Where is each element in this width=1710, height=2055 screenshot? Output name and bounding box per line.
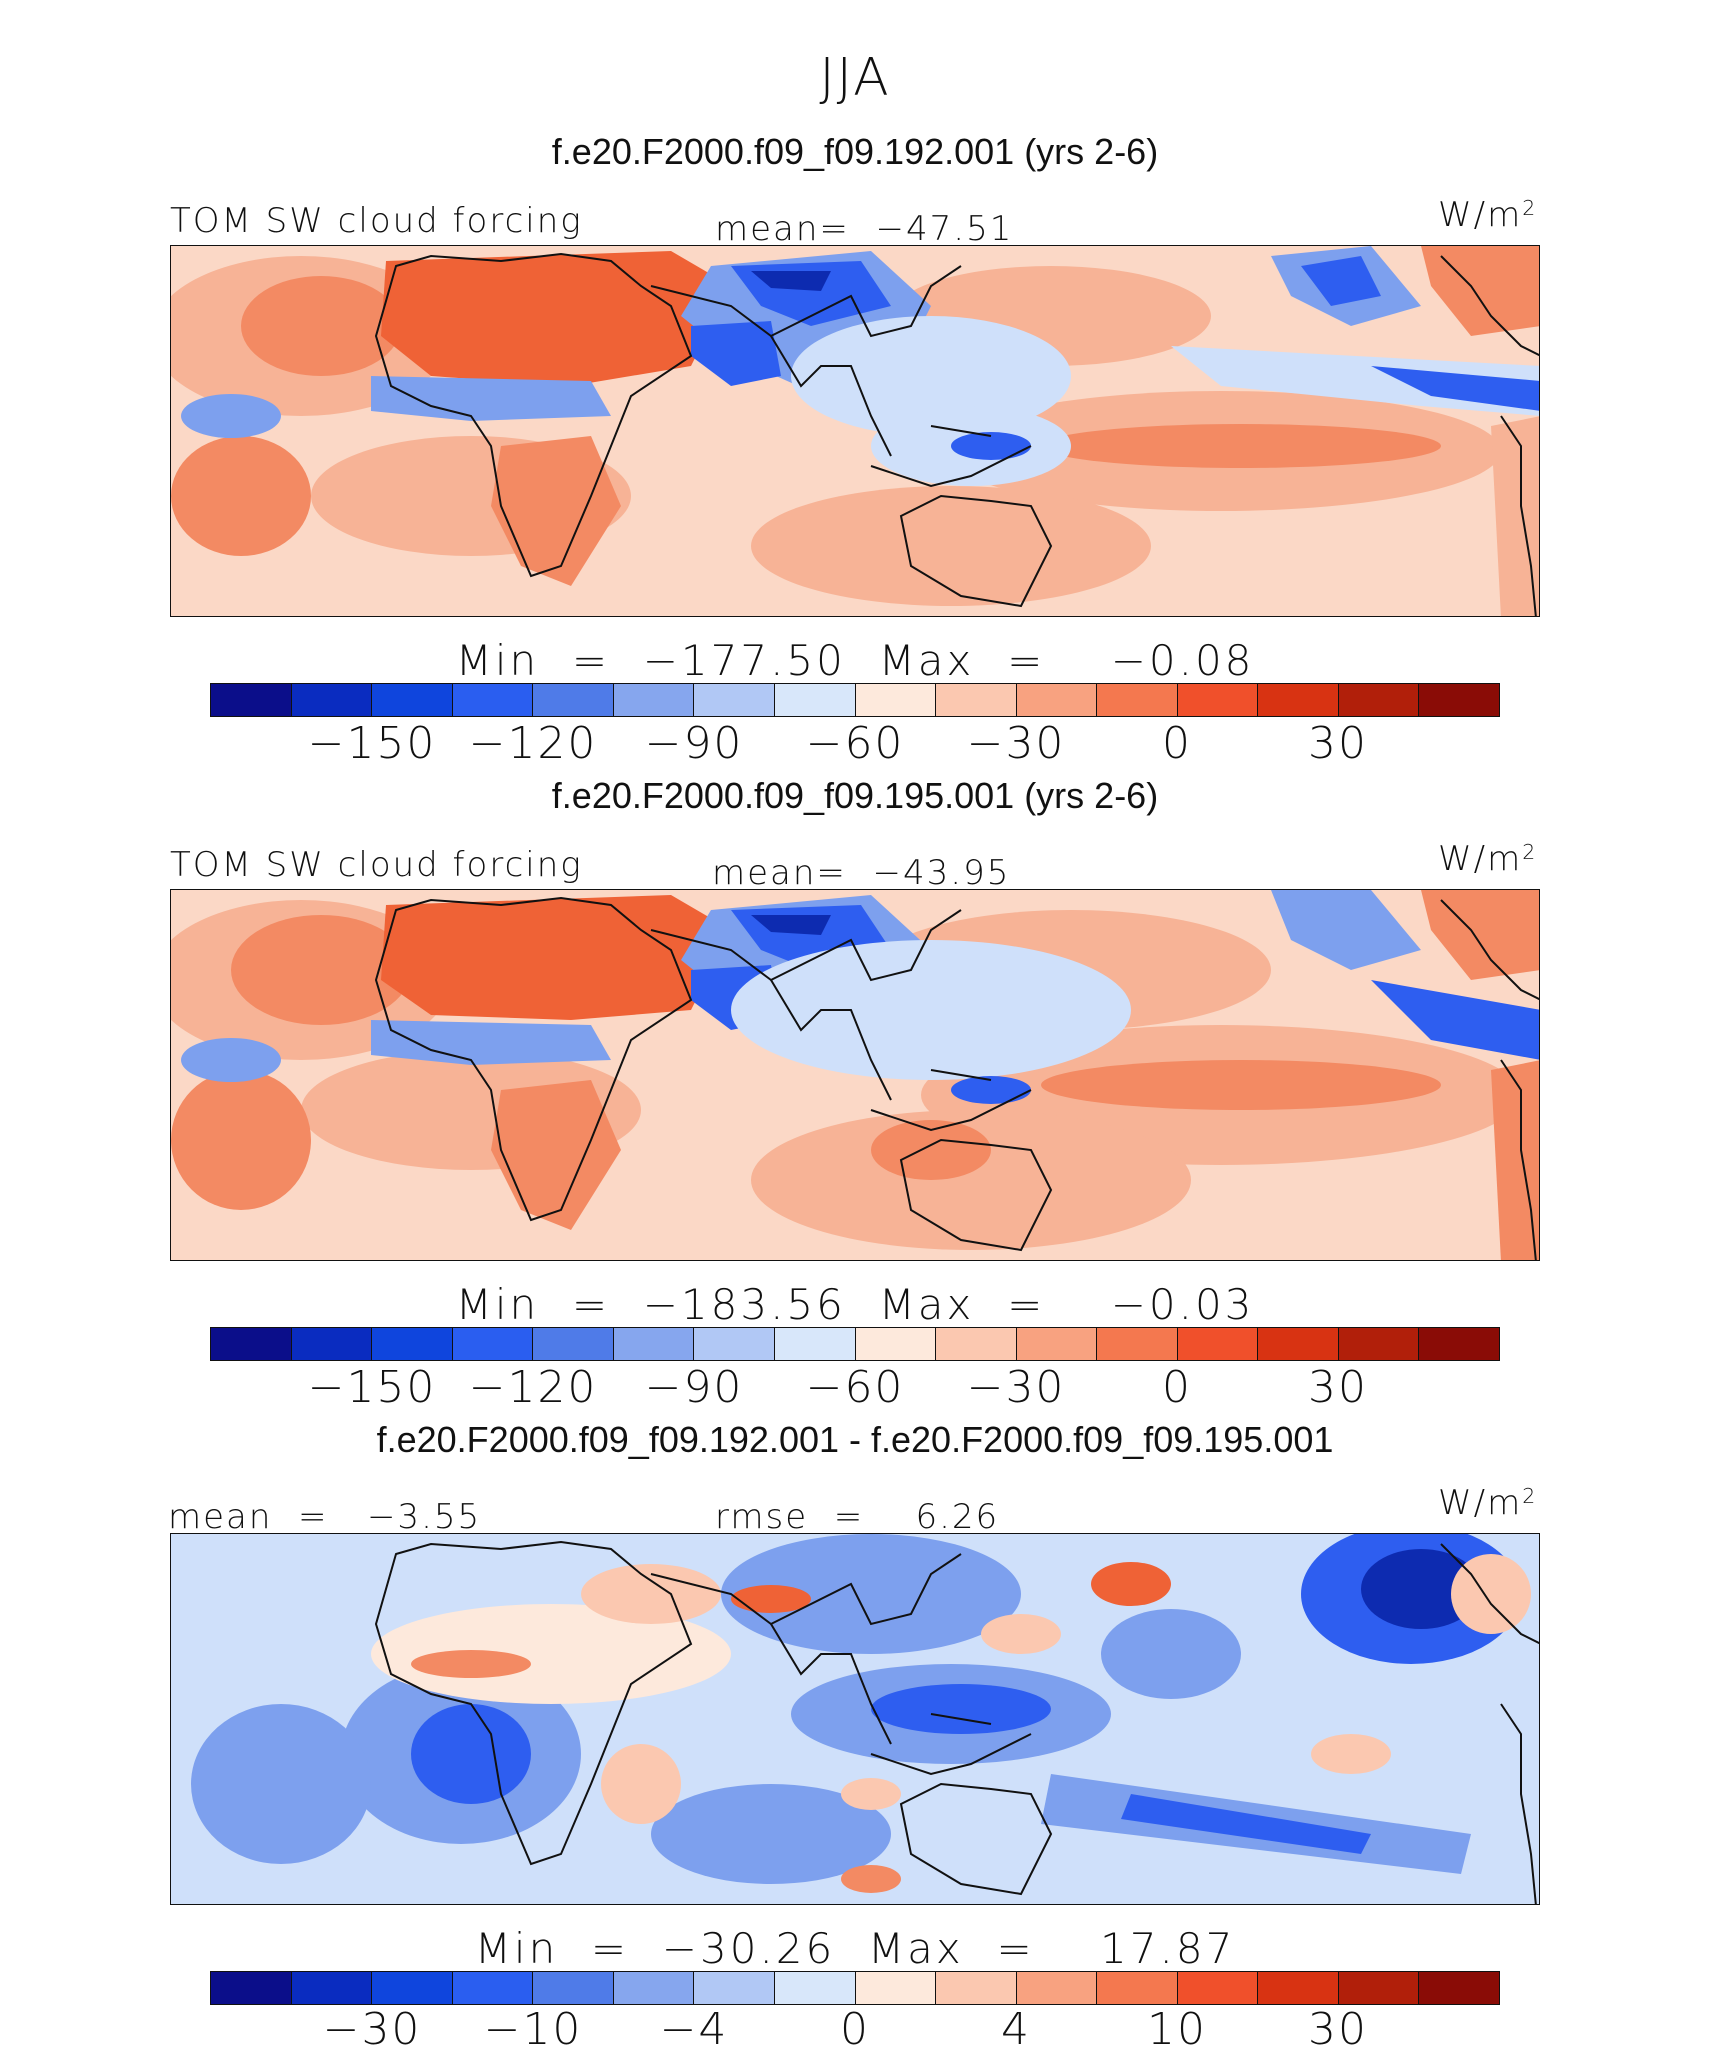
colorbar-bin <box>452 684 534 716</box>
panel2-mean-label: mean= −43.95 <box>712 853 1011 893</box>
colorbar-bin <box>1419 684 1499 716</box>
colorbar-bin <box>372 1972 453 2004</box>
panel2-tick: −90 <box>644 1362 744 1413</box>
panel1-tick: −90 <box>644 718 744 769</box>
colorbar-bin <box>1338 1972 1420 2004</box>
colorbar-bin <box>774 1972 856 2004</box>
panel3-tick: 4 <box>1001 2004 1031 2055</box>
panel1-tick: −60 <box>805 718 905 769</box>
colorbar-bin <box>1097 1328 1178 1360</box>
colorbar-bin <box>855 1972 937 2004</box>
colorbar-bin <box>613 1972 695 2004</box>
panel3-colorbar <box>210 1971 1500 2005</box>
colorbar-bin <box>1177 1972 1259 2004</box>
colorbar-bin <box>211 1328 292 1360</box>
panel1-variable-label: TOM SW cloud forcing <box>170 201 583 241</box>
colorbar-bin <box>613 1328 695 1360</box>
panel3-mean-label: mean = −3.55 <box>168 1497 482 1537</box>
panel2-tick: −30 <box>966 1362 1066 1413</box>
colorbar-bin <box>936 684 1017 716</box>
panel1-tick: −150 <box>307 718 437 769</box>
panel1-colorbar <box>210 683 1500 717</box>
panel1-tick: −30 <box>966 718 1066 769</box>
colorbar-bin <box>694 1328 775 1360</box>
colorbar-bin <box>1419 1972 1499 2004</box>
panel1-tick: 0 <box>1162 718 1192 769</box>
panel1-map <box>170 245 1540 617</box>
colorbar-bin <box>211 684 292 716</box>
panel3-case-title: f.e20.F2000.f09_f09.192.001 - f.e20.F200… <box>376 1419 1334 1460</box>
colorbar-bin <box>855 684 937 716</box>
colorbar-bin <box>774 1328 856 1360</box>
colorbar-bin <box>1177 684 1259 716</box>
colorbar-bin <box>1097 684 1178 716</box>
colorbar-bin <box>372 1328 453 1360</box>
colorbar-bin <box>211 1972 292 2004</box>
colorbar-bin <box>291 1328 373 1360</box>
panel1-minmax: Min = −177.50 Max = −0.08 <box>455 636 1255 685</box>
panel1-mean-label: mean= −47.51 <box>715 209 1014 249</box>
panel3-tick: 0 <box>840 2004 870 2055</box>
colorbar-bin <box>1016 684 1098 716</box>
panel3-tick: −30 <box>322 2004 422 2055</box>
panel3-tick: 30 <box>1308 2004 1368 2055</box>
colorbar-bin <box>855 1328 937 1360</box>
panel2-map <box>170 889 1540 1261</box>
colorbar-bin <box>1338 1328 1420 1360</box>
panel2-tick: 0 <box>1162 1362 1192 1413</box>
colorbar-bin <box>1177 1328 1259 1360</box>
panel3-tick: 10 <box>1147 2004 1207 2055</box>
panel3-units-label: W/m2 <box>1438 1483 1538 1524</box>
colorbar-bin <box>936 1328 1017 1360</box>
colorbar-bin <box>291 684 373 716</box>
colorbar-bin <box>452 1972 534 2004</box>
colorbar-bin <box>291 1972 373 2004</box>
colorbar-bin <box>1338 684 1420 716</box>
panel1-units-label: W/m2 <box>1438 195 1538 236</box>
colorbar-bin <box>694 684 775 716</box>
panel2-field-svg <box>171 890 1539 1260</box>
colorbar-bin <box>1258 684 1339 716</box>
panel2-case-title: f.e20.F2000.f09_f09.195.001 (yrs 2-6) <box>551 775 1159 816</box>
colorbar-bin <box>1258 1972 1339 2004</box>
colorbar-bin <box>533 684 614 716</box>
colorbar-bin <box>372 684 453 716</box>
panel3-map <box>170 1533 1540 1905</box>
panel2-tick: −120 <box>468 1362 598 1413</box>
colorbar-bin <box>1419 1328 1499 1360</box>
panel2-tick: −60 <box>805 1362 905 1413</box>
panel1-tick: −120 <box>468 718 598 769</box>
panel1-tick: 30 <box>1308 718 1368 769</box>
colorbar-bin <box>1097 1972 1178 2004</box>
colorbar-bin <box>533 1972 614 2004</box>
colorbar-bin <box>452 1328 534 1360</box>
colorbar-bin <box>936 1972 1017 2004</box>
panel2-tick: −150 <box>307 1362 437 1413</box>
panel3-rmse-label: rmse = 6.26 <box>715 1497 1000 1537</box>
colorbar-bin <box>613 684 695 716</box>
panel3-tick: −10 <box>483 2004 583 2055</box>
panel3-minmax: Min = −30.26 Max = 17.87 <box>474 1924 1236 1973</box>
colorbar-bin <box>774 684 856 716</box>
panel1-case-title: f.e20.F2000.f09_f09.192.001 (yrs 2-6) <box>551 131 1159 172</box>
figure-title: JJA <box>819 48 891 108</box>
panel2-units-label: W/m2 <box>1438 839 1538 880</box>
colorbar-bin <box>1016 1972 1098 2004</box>
colorbar-bin <box>1258 1328 1339 1360</box>
panel1-field-svg <box>171 246 1539 616</box>
colorbar-bin <box>694 1972 775 2004</box>
panel3-field-svg <box>171 1534 1539 1904</box>
panel2-tick: 30 <box>1308 1362 1368 1413</box>
colorbar-bin <box>533 1328 614 1360</box>
panel2-colorbar <box>210 1327 1500 1361</box>
panel2-variable-label: TOM SW cloud forcing <box>170 845 583 885</box>
panel2-minmax: Min = −183.56 Max = −0.03 <box>455 1280 1255 1329</box>
colorbar-bin <box>1016 1328 1098 1360</box>
panel3-tick: −4 <box>659 2004 729 2055</box>
